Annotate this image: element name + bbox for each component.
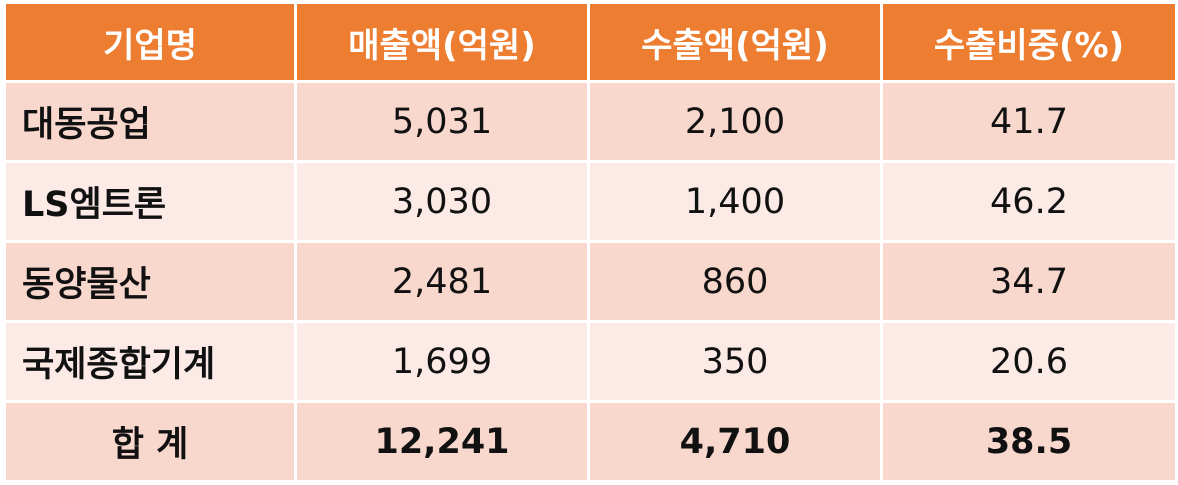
- export-share-cell: 34.7: [880, 240, 1178, 323]
- exports-cell: 350: [587, 320, 883, 403]
- total-export-share-cell: 38.5: [880, 400, 1178, 483]
- data-table-container: 기업명 매출액(억원) 수출액(억원) 수출비중(%) 대동공업 5,031 2…: [3, 1, 1178, 483]
- company-name-cell: 동양물산: [3, 240, 297, 323]
- sales-cell: 5,031: [294, 80, 590, 163]
- header-exports: 수출액(억원): [587, 1, 883, 83]
- sales-cell: 2,481: [294, 240, 590, 323]
- table-header: 기업명 매출액(억원) 수출액(억원) 수출비중(%): [3, 1, 1178, 83]
- exports-cell: 1,400: [587, 160, 883, 243]
- header-company: 기업명: [3, 1, 297, 83]
- total-sales-cell: 12,241: [294, 400, 590, 483]
- table-body: 대동공업 5,031 2,100 41.7 LS엠트론 3,030 1,400 …: [3, 80, 1178, 483]
- total-row: 합 계 12,241 4,710 38.5: [3, 400, 1178, 483]
- exports-cell: 860: [587, 240, 883, 323]
- header-sales: 매출액(억원): [294, 1, 590, 83]
- sales-cell: 3,030: [294, 160, 590, 243]
- table-row: 동양물산 2,481 860 34.7: [3, 240, 1178, 323]
- header-export-share: 수출비중(%): [880, 1, 1178, 83]
- company-name-cell: LS엠트론: [3, 160, 297, 243]
- exports-cell: 2,100: [587, 80, 883, 163]
- company-name-cell: 대동공업: [3, 80, 297, 163]
- header-row: 기업명 매출액(억원) 수출액(억원) 수출비중(%): [3, 1, 1178, 83]
- table-row: LS엠트론 3,030 1,400 46.2: [3, 160, 1178, 243]
- company-export-table: 기업명 매출액(억원) 수출액(억원) 수출비중(%) 대동공업 5,031 2…: [3, 1, 1178, 483]
- sales-cell: 1,699: [294, 320, 590, 403]
- table-row: 국제종합기계 1,699 350 20.6: [3, 320, 1178, 403]
- export-share-cell: 20.6: [880, 320, 1178, 403]
- total-label-cell: 합 계: [3, 400, 297, 483]
- export-share-cell: 41.7: [880, 80, 1178, 163]
- total-exports-cell: 4,710: [587, 400, 883, 483]
- export-share-cell: 46.2: [880, 160, 1178, 243]
- table-row: 대동공업 5,031 2,100 41.7: [3, 80, 1178, 163]
- company-name-cell: 국제종합기계: [3, 320, 297, 403]
